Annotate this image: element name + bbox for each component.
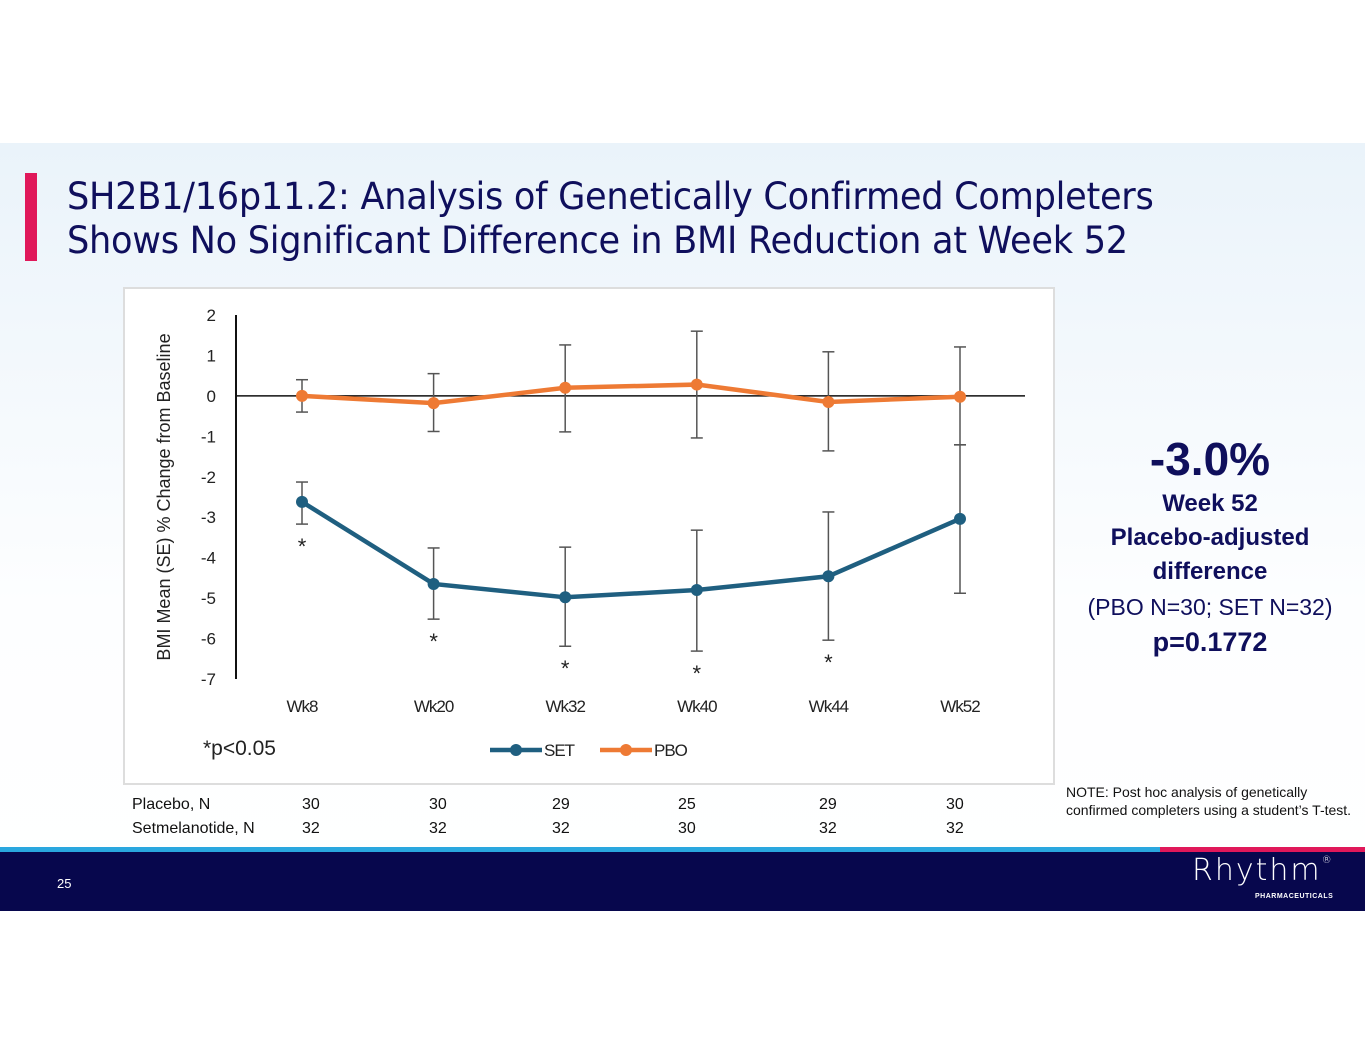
data-point-set [427, 577, 440, 590]
y-tick-label: 2 [207, 306, 216, 325]
n-cell: 30 [429, 796, 447, 813]
chart: 2 1 0 -1 -2 -3 -4 -5 -6 -7 BMI Mean (SE) % Change … [123, 287, 1055, 785]
callout-n: (PBO N=30; SET N=32) [1087, 594, 1333, 620]
callout-pvalue: p=0.1772 [1152, 627, 1268, 657]
x-tick-label: Wk40 [677, 697, 717, 716]
n-cell: 32 [819, 820, 837, 837]
n-cell: 32 [946, 820, 964, 837]
data-point-set [822, 570, 835, 583]
data-point-set [296, 495, 308, 508]
x-tick-label: Wk20 [414, 697, 454, 716]
n-cell: 32 [552, 820, 570, 837]
significance-marker: * [429, 629, 438, 654]
slide: SH2B1/16p11.2: Analysis of Genetically C… [0, 143, 1365, 911]
chart-footnote: *p<0.05 [203, 737, 276, 760]
title-line: SH2B1/16p11.2: Analysis of Genetically C… [67, 175, 1154, 218]
x-tick-label: Wk8 [287, 697, 319, 716]
callout-value: -3.0% [1149, 433, 1271, 485]
n-cell: 30 [302, 796, 320, 813]
footer-stripe [0, 847, 1365, 852]
significance-marker: * [298, 534, 307, 559]
y-tick-label: -4 [201, 549, 216, 568]
n-cell: 25 [678, 796, 696, 813]
logo-text: Rhythm [1192, 853, 1322, 888]
significance-marker: * [693, 661, 702, 686]
logo-subtext: PHARMACEUTICALS [1255, 893, 1334, 900]
y-tick-label: -1 [201, 427, 216, 446]
y-tick-label: 0 [207, 387, 216, 406]
n-cell: 32 [429, 820, 447, 837]
n-row-label: Setmelanotide, N [132, 820, 255, 837]
n-cell: 29 [552, 796, 570, 813]
callout-line: Week 52 [1162, 490, 1258, 517]
series-line-pbo [301, 382, 961, 406]
y-tick-label: -2 [201, 468, 216, 487]
callout-line: difference [1152, 558, 1268, 585]
company-logo: Rhythm® [1192, 853, 1334, 888]
title-line: Shows No Significant Difference in BMI R… [67, 219, 1128, 262]
legend-label: SET [544, 741, 575, 760]
y-tick-label: -7 [201, 670, 216, 689]
n-row-label: Placebo, N [132, 796, 211, 813]
significance-marker: * [824, 650, 833, 675]
data-point-pbo [690, 378, 703, 391]
y-tick-label: -6 [201, 630, 216, 649]
y-tick-label: -3 [201, 508, 216, 527]
n-cell: 30 [946, 796, 964, 813]
callout-line: Placebo-adjusted [1110, 524, 1310, 551]
n-cell: 29 [819, 796, 837, 813]
n-cell: 30 [678, 820, 696, 837]
data-point-set [690, 584, 703, 597]
legend-marker [510, 744, 522, 756]
significance-marker: * [561, 656, 570, 681]
data-point-pbo [559, 381, 572, 394]
data-point-set [954, 512, 966, 525]
chart-svg: 2 1 0 -1 -2 -3 -4 -5 -6 -7 BMI Mean (SE) % Change … [154, 306, 1025, 760]
data-point-set [559, 591, 572, 604]
legend-marker [620, 744, 632, 756]
title-accent-bar [25, 173, 37, 261]
data-point-pbo [822, 395, 835, 408]
x-tick-label: Wk32 [545, 697, 585, 716]
page-number: 25 [57, 876, 72, 891]
x-tick-label: Wk52 [940, 697, 980, 716]
footnote: NOTE: Post hoc analysis of genetically c… [1066, 784, 1352, 818]
data-point-pbo [296, 389, 308, 402]
y-tick-label: 1 [207, 346, 216, 365]
n-cell: 32 [302, 820, 320, 837]
footer-bar [0, 847, 1365, 911]
legend-label: PBO [654, 741, 688, 760]
y-tick-label: -5 [201, 589, 216, 608]
slide-title: SH2B1/16p11.2: Analysis of Genetically C… [67, 175, 1154, 263]
result-callout: -3.0% Week 52 Placebo-adjusted differenc… [1070, 431, 1350, 659]
series-line-set [300, 499, 961, 600]
x-tick-label: Wk44 [809, 697, 849, 716]
data-point-pbo [954, 390, 966, 403]
y-axis-label: BMI Mean (SE) % Change from Baseline [154, 333, 174, 660]
data-point-pbo [427, 397, 440, 410]
